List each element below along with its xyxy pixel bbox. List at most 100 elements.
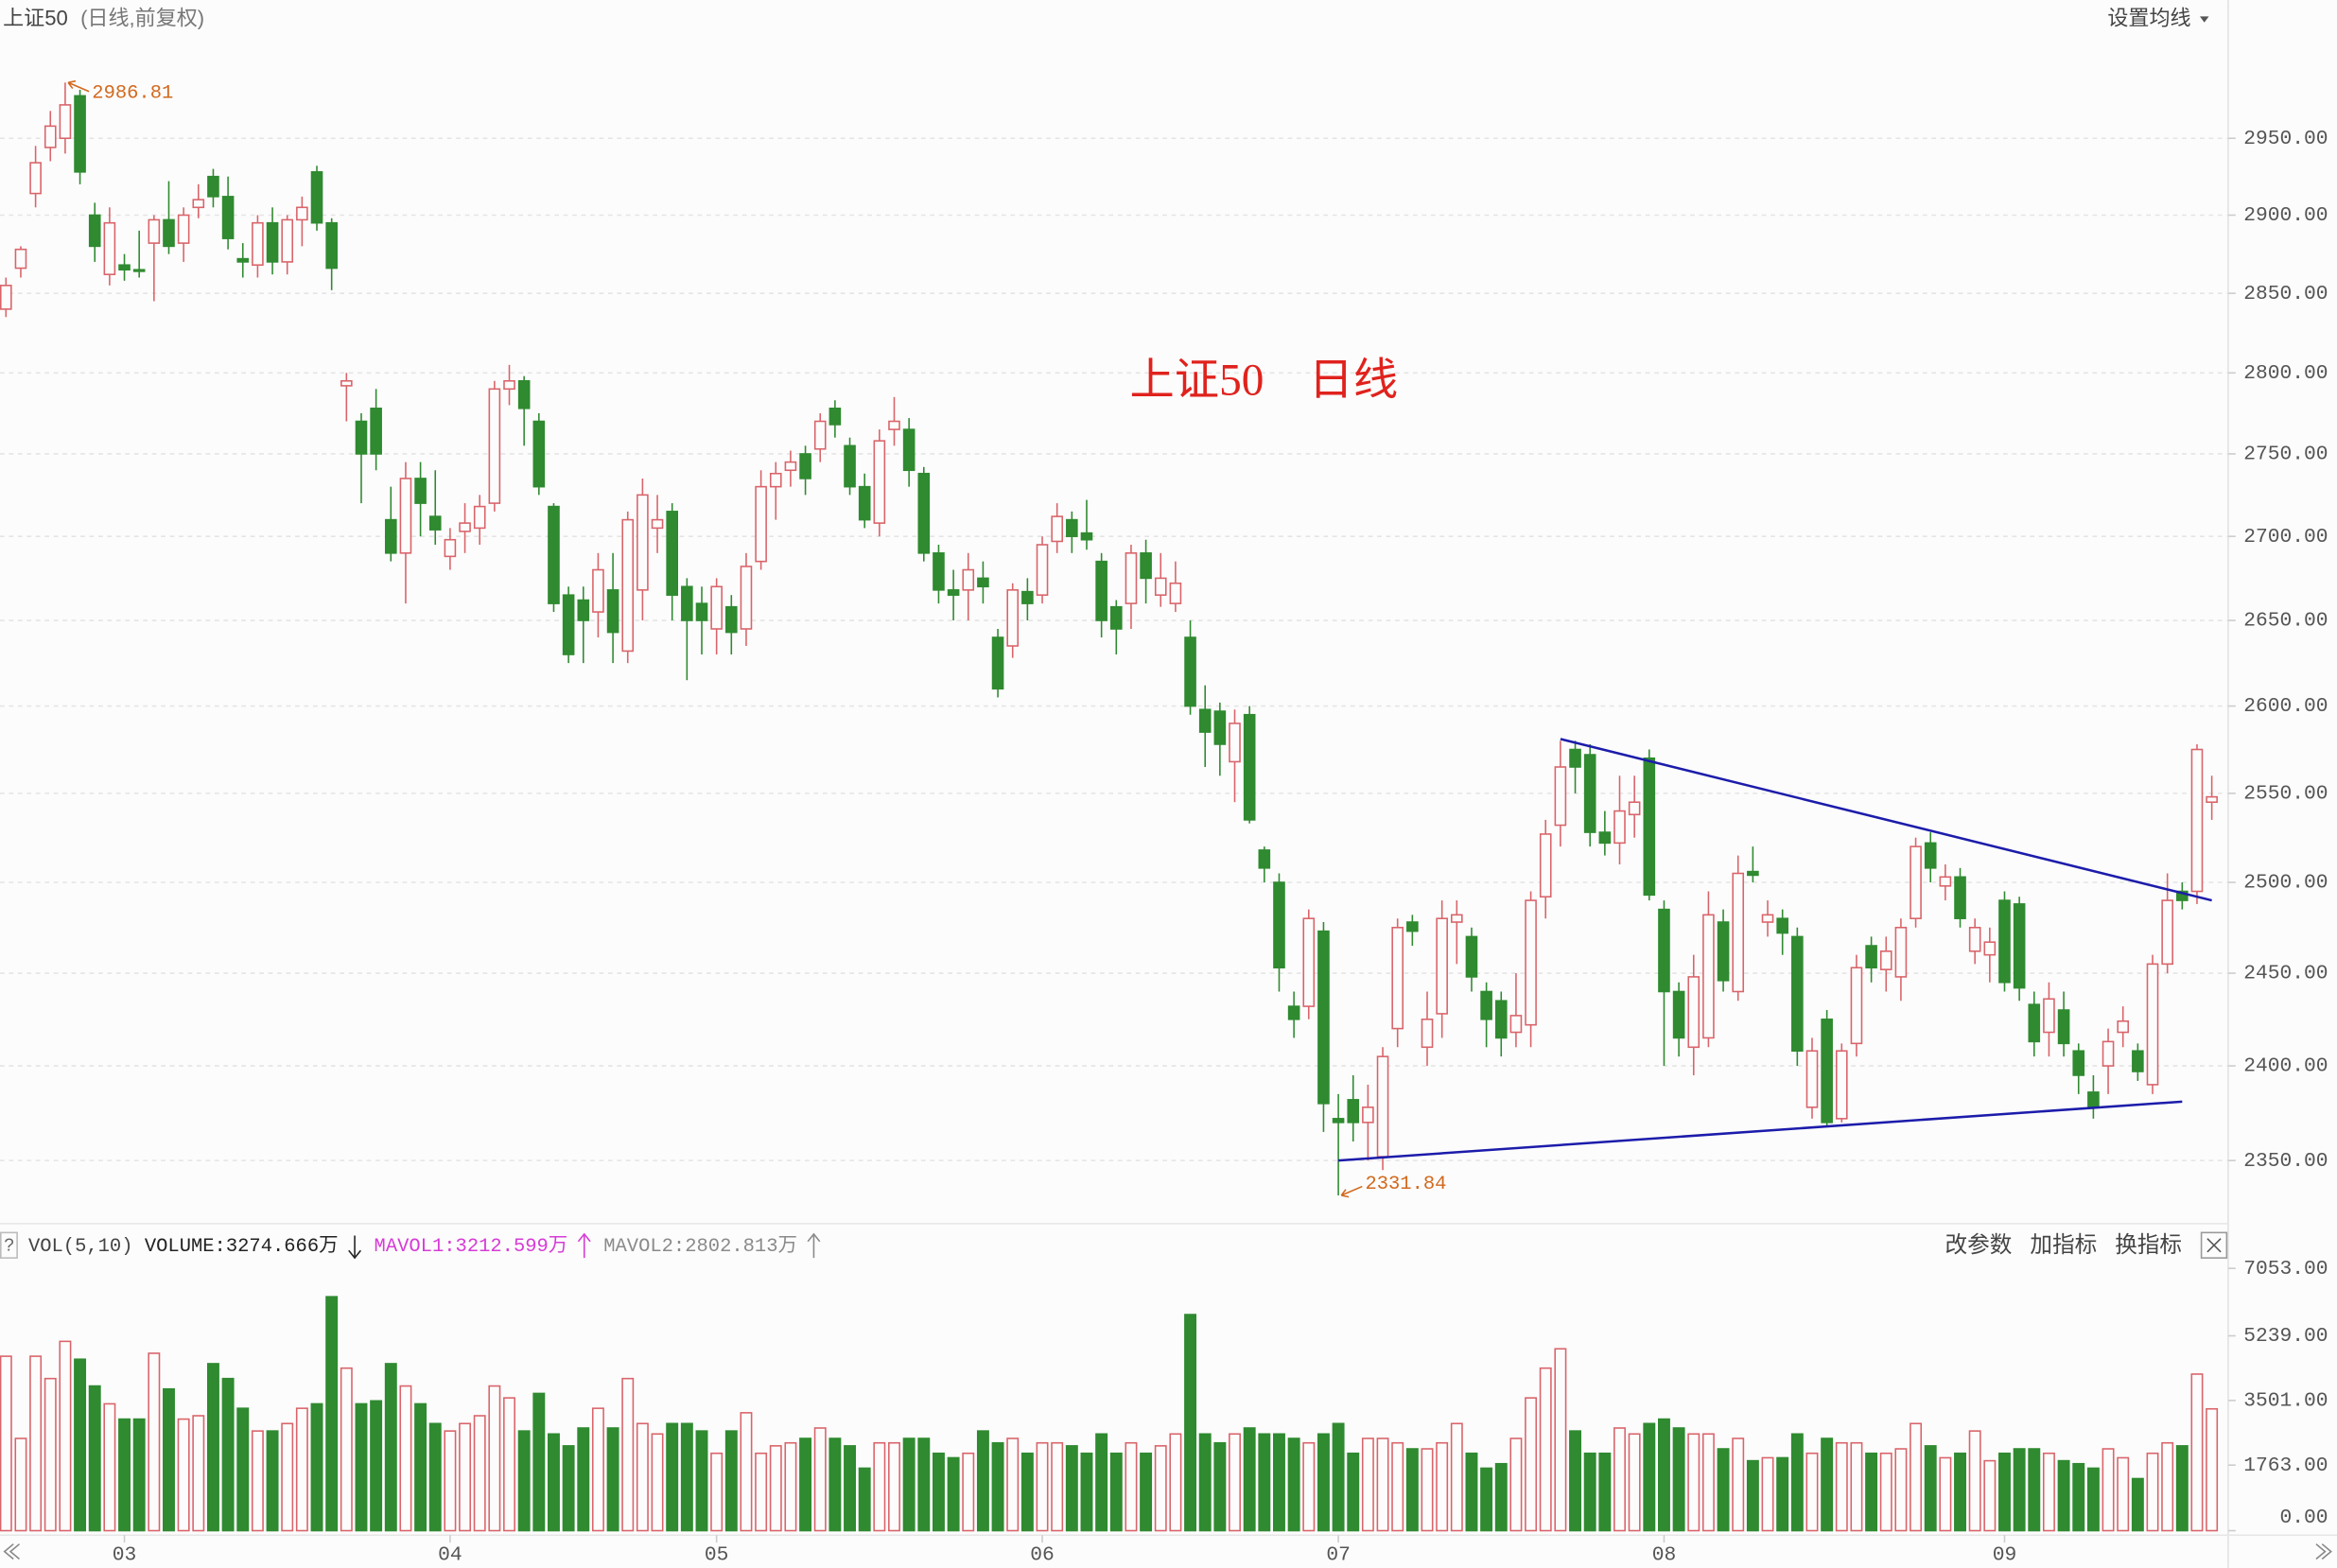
button[interactable]: 换指标 xyxy=(2115,1232,2182,1258)
candle-body xyxy=(1702,914,1715,1039)
volume-bar xyxy=(1672,1427,1685,1532)
candle-body xyxy=(1776,917,1788,934)
candle-body xyxy=(355,420,368,455)
candle-body xyxy=(1761,914,1774,923)
volume-bar xyxy=(0,1355,12,1532)
help[interactable]: ? xyxy=(4,1236,14,1256)
candle-body xyxy=(517,380,531,409)
scroll-left[interactable] xyxy=(3,1543,20,1560)
candle-body xyxy=(2161,899,2173,966)
candle-body xyxy=(666,511,678,596)
volume-bar xyxy=(1643,1422,1656,1532)
candle-body xyxy=(1939,876,1952,887)
candle-body xyxy=(1821,1019,1833,1124)
volume-bar xyxy=(1924,1445,1937,1532)
candle-body xyxy=(1184,636,1196,707)
volume-bar xyxy=(1095,1433,1108,1532)
candle-body xyxy=(1302,917,1316,1007)
y-tick-label: 5239.00 xyxy=(2243,1325,2328,1348)
candle-body xyxy=(532,420,546,488)
volume-bar xyxy=(473,1415,486,1532)
dropdown-icon[interactable] xyxy=(2200,16,2209,23)
candle-body xyxy=(1273,881,1285,969)
candle-body xyxy=(1258,849,1271,869)
volume-bar xyxy=(428,1422,442,1532)
volume-bar xyxy=(1080,1452,1093,1532)
volume-bar xyxy=(1391,1441,1404,1532)
volume-bar xyxy=(1405,1448,1419,1532)
x-tick-label: 09 xyxy=(1993,1543,2017,1566)
close-button[interactable] xyxy=(2200,1231,2228,1259)
volume-bar xyxy=(1732,1437,1745,1532)
scroll-right[interactable] xyxy=(2315,1543,2332,1560)
candle-body xyxy=(1406,921,1419,932)
candle-body xyxy=(1554,766,1567,827)
volume-bar xyxy=(724,1430,738,1532)
volume-bar xyxy=(1701,1433,1715,1532)
help-box[interactable] xyxy=(0,1231,18,1259)
volume-bar xyxy=(902,1437,916,1532)
volume-bar xyxy=(636,1422,649,1532)
candle-body xyxy=(2057,1009,2070,1045)
volume-bar xyxy=(710,1452,724,1532)
volume-bar xyxy=(577,1427,590,1532)
y-tick-label: 0.00 xyxy=(2279,1507,2328,1529)
button[interactable]: 改参数 xyxy=(1945,1232,2013,1258)
candle-body xyxy=(281,218,294,263)
volume-bar xyxy=(666,1422,679,1532)
volume-bar xyxy=(828,1437,842,1532)
ma-menu[interactable]: 设置均线 xyxy=(2107,6,2190,29)
symbol: 上证50 xyxy=(3,6,68,29)
candle-body xyxy=(2206,795,2218,803)
volume-bar xyxy=(88,1385,101,1532)
volume-bar xyxy=(444,1430,457,1532)
candle-body xyxy=(1643,757,1656,897)
volume-bar xyxy=(2013,1448,2026,1532)
volume-bar xyxy=(1332,1422,1345,1532)
volume-bar xyxy=(1258,1433,1271,1532)
volume-bar xyxy=(1287,1437,1300,1532)
candle-body xyxy=(1732,872,1745,993)
volume-bar xyxy=(355,1402,368,1532)
volume-bar xyxy=(1480,1467,1493,1532)
volume-bar xyxy=(221,1377,235,1532)
candle-body xyxy=(192,199,205,209)
volume-bar xyxy=(2161,1441,2174,1532)
candle-body xyxy=(755,485,767,563)
volume-bar xyxy=(1361,1437,1374,1532)
button[interactable]: 加指标 xyxy=(2030,1232,2097,1258)
candle-body xyxy=(1791,935,1804,1053)
volume-bar xyxy=(1051,1441,1064,1532)
candle-body xyxy=(74,95,86,173)
candle-body xyxy=(1451,914,1463,923)
volume-bar xyxy=(1036,1441,1049,1532)
candle-body xyxy=(1169,582,1182,604)
candle-body xyxy=(991,636,1004,690)
volume-bar xyxy=(1140,1452,1153,1532)
volume-bar xyxy=(459,1422,472,1532)
candle-body xyxy=(1051,515,1063,543)
candle-body xyxy=(1583,754,1596,833)
volume-bar xyxy=(1198,1433,1212,1532)
x-tick-label: 03 xyxy=(113,1543,137,1566)
candle-body xyxy=(1954,876,1966,919)
volume-bar xyxy=(844,1445,856,1532)
candle-body xyxy=(310,171,323,224)
candle-body xyxy=(1747,870,1759,877)
volume-bar xyxy=(414,1402,427,1532)
close-icon[interactable] xyxy=(2206,1238,2222,1253)
trend-line xyxy=(1560,738,2212,902)
candle-body xyxy=(1021,590,1034,604)
candle-body xyxy=(236,257,250,263)
volume-bar xyxy=(118,1418,131,1532)
volume-bar xyxy=(44,1377,57,1532)
volume-bar xyxy=(163,1387,175,1532)
candle-body xyxy=(592,568,604,613)
candle-body xyxy=(1598,831,1612,845)
candle-body xyxy=(1362,1106,1374,1124)
volume-bar xyxy=(1790,1433,1804,1532)
candle-body xyxy=(118,264,131,270)
volume-bar xyxy=(1109,1452,1123,1532)
low-label: 2331.84 xyxy=(1365,1174,1446,1195)
volume-bar xyxy=(976,1430,989,1532)
